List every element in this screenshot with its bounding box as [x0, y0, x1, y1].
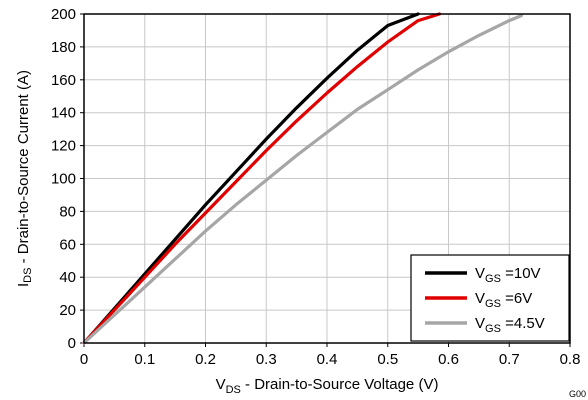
legend-label-main: V	[475, 290, 485, 307]
y-tick-label: 180	[51, 39, 76, 56]
x-tick-label: 0.3	[256, 351, 277, 368]
y-tick-label: 200	[51, 6, 76, 23]
legend-label-sub: GS	[485, 323, 501, 335]
y-tick-label: 120	[51, 138, 76, 155]
x-tick-label: 0.2	[195, 351, 216, 368]
y-tick-label: 20	[59, 302, 76, 319]
legend-label-0: VGS =10V	[475, 265, 541, 285]
x-tick-label: 0.1	[134, 351, 155, 368]
x-tick-label: 0.7	[499, 351, 520, 368]
x-tick-labels: 0 0.1 0.2 0.3 0.4 0.5 0.6 0.7 0.8	[80, 351, 581, 368]
y-tick-label: 0	[68, 335, 76, 352]
series-line-2	[82, 14, 523, 345]
legend-label-main: V	[475, 315, 485, 332]
x-axis-title-main: V	[216, 376, 226, 393]
series-line-0	[82, 12, 420, 345]
x-tick-label: 0.6	[438, 351, 459, 368]
legend-label-main: V	[475, 265, 485, 282]
y-tick-label: 60	[59, 236, 76, 253]
x-tick-label: 0.8	[560, 351, 581, 368]
legend-label-2: VGS =4.5V	[475, 315, 545, 335]
y-tick-label: 140	[51, 105, 76, 122]
x-axis-title-rest: - Drain-to-Source Voltage (V)	[241, 376, 439, 393]
series-line-1	[82, 12, 441, 345]
series-lines	[82, 12, 523, 345]
y-axis-title-sub: DS	[22, 268, 34, 283]
x-tick-label: 0.5	[377, 351, 398, 368]
x-tick-label: 0.4	[317, 351, 338, 368]
legend-label-rest: =6V	[501, 290, 532, 307]
y-tick-label: 40	[59, 269, 76, 286]
y-axis-title: IDS - Drain-to-Source Current (A)	[15, 70, 34, 287]
y-axis-title-main: I	[15, 283, 32, 287]
x-axis-title: VDS - Drain-to-Source Voltage (V)	[216, 376, 439, 396]
y-tick-label: 80	[59, 203, 76, 220]
legend-label-1: VGS =6V	[475, 290, 532, 310]
y-tick-label: 160	[51, 72, 76, 89]
x-axis-title-sub: DS	[226, 384, 241, 396]
x-tick-label: 0	[80, 351, 88, 368]
y-tick-label: 100	[51, 171, 76, 188]
figure-code: G00	[569, 389, 586, 399]
plot-area-frame	[83, 13, 571, 344]
legend-label-rest: =10V	[501, 265, 541, 282]
legend-label-sub: GS	[485, 273, 501, 285]
y-axis-title-rest: - Drain-to-Source Current (A)	[15, 70, 32, 268]
legend-label-sub: GS	[485, 298, 501, 310]
y-tick-labels: 0 20 40 60 80 100 120 140 160 180 200	[51, 6, 76, 352]
legend-label-rest: =4.5V	[501, 315, 545, 332]
